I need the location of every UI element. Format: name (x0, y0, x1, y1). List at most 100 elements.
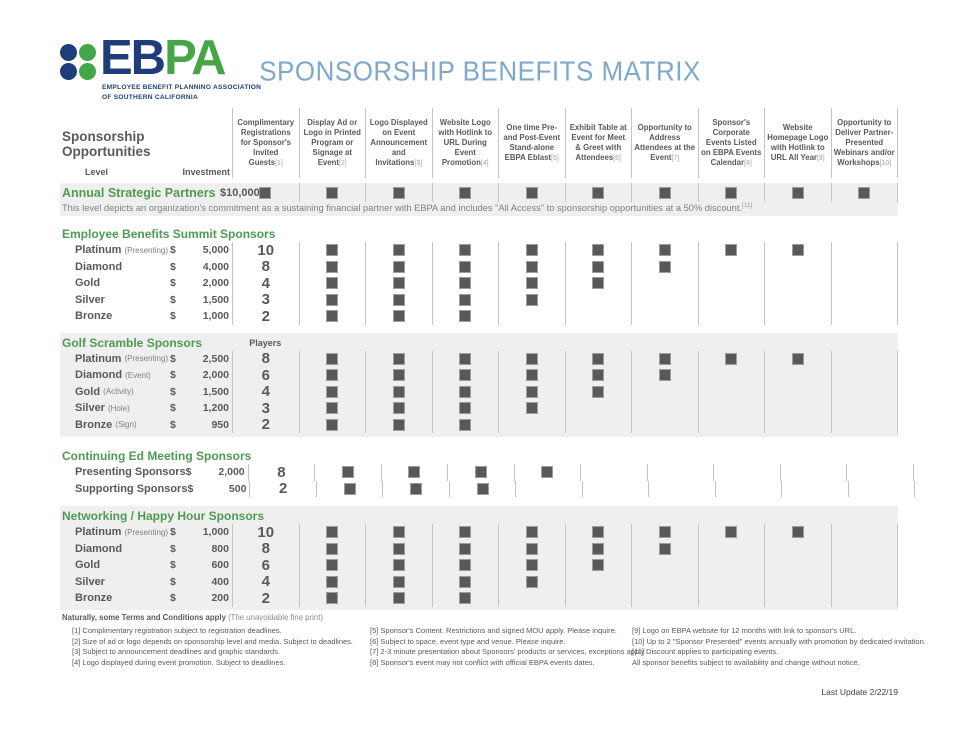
benefit-cell: 3 (232, 291, 299, 308)
check-mark (392, 526, 405, 539)
check-mark (326, 526, 339, 539)
section-header: Golf Scramble Sponsors Players (60, 335, 898, 351)
footnotes-column-2: [5] Sponsor's Content. Restrictions and … (370, 626, 645, 668)
grid-end-line (897, 590, 898, 607)
row-label: Silver $400 (60, 574, 232, 591)
benefit-cell (431, 524, 499, 541)
grid-end-line (912, 464, 914, 481)
level-qualifier: (Event) (125, 370, 151, 380)
benefit-cell (581, 480, 649, 498)
benefit-cell (298, 590, 366, 607)
check-mark (525, 244, 538, 257)
investment-value: $400 (170, 576, 232, 588)
level-qualifier: (Presenting) (124, 245, 169, 255)
check-mark (392, 542, 405, 555)
check-mark (326, 418, 339, 431)
check-mark (658, 352, 671, 365)
benefit-cell (365, 383, 432, 401)
benefit-cell (764, 383, 831, 401)
row-label: Gold $600 (60, 557, 232, 574)
guest-count: 10 (257, 241, 275, 259)
check-mark (392, 277, 405, 290)
benefit-cell (830, 183, 898, 202)
benefit-cell (298, 242, 366, 259)
check-mark (326, 402, 339, 415)
check-mark (326, 260, 339, 273)
investment-label: Investment (182, 167, 230, 177)
benefit-cell (631, 590, 698, 607)
investment-amount: 2,500 (202, 352, 229, 365)
currency-symbol: $ (170, 385, 176, 398)
guest-count: 6 (261, 556, 270, 574)
check-mark (791, 186, 804, 199)
row-label: Bronze $200 (60, 590, 232, 607)
investment-amount: 1,200 (202, 402, 229, 415)
check-mark (525, 385, 538, 398)
benefit-cell (498, 291, 565, 309)
check-mark (392, 260, 405, 273)
sponsor-level-row: Gold (Activity) $1,500 4 (60, 383, 898, 401)
check-mark (658, 186, 671, 199)
currency-symbol: $ (170, 277, 176, 290)
benefit-cell (298, 183, 366, 202)
level-name: Diamond (75, 260, 123, 273)
benefit-cell (779, 464, 847, 481)
check-mark (592, 526, 605, 539)
benefit-cell (697, 275, 765, 292)
footnotes-column-1: [1] Complimentary registration subject t… (72, 626, 353, 668)
currency-symbol: $ (170, 293, 176, 306)
investment-amount: 1,500 (202, 293, 229, 306)
check-mark (592, 369, 605, 382)
check-mark (525, 186, 538, 199)
benefit-cell (498, 242, 565, 259)
sections-host: Employee Benefits Summit Sponsors Platinu… (60, 226, 916, 610)
benefit-cell (298, 367, 366, 384)
check-mark (392, 418, 405, 431)
benefit-cell (365, 183, 432, 202)
check-mark (459, 369, 472, 382)
check-mark (326, 385, 339, 398)
check-mark (326, 559, 339, 572)
benefit-cell (697, 383, 765, 401)
level-qualifier: (Presenting) (124, 527, 169, 537)
check-mark (392, 186, 405, 199)
annual-partner-row: Annual Strategic Partners $10,000 (60, 183, 898, 202)
logo-acronym: EBPA (100, 31, 227, 85)
benefit-cell: 4 (232, 573, 299, 590)
benefit-cell (713, 464, 780, 481)
benefit-cell (764, 258, 831, 276)
check-mark (592, 559, 605, 572)
row-label: Presenting Sponsors $2,000 (60, 464, 248, 481)
check-mark (725, 244, 738, 257)
benefit-cell (631, 367, 698, 384)
matrix-header-row: Sponsorship Opportunities Level Investme… (60, 108, 898, 178)
check-mark (459, 310, 472, 323)
check-mark (408, 466, 421, 479)
check-mark (459, 542, 472, 555)
row-label: Bronze $1,000 (60, 308, 232, 325)
benefit-cell (314, 464, 381, 481)
benefit-cell (564, 291, 632, 309)
annual-partner-note: This level depicts an organization's com… (62, 202, 753, 214)
check-mark (725, 526, 738, 539)
benefit-cell (431, 258, 499, 276)
benefit-cell (764, 275, 831, 292)
footnotes-heading: Naturally, some Terms and Conditions app… (62, 613, 324, 622)
benefit-cell: 8 (232, 540, 299, 557)
check-mark (392, 310, 405, 323)
check-mark (525, 575, 538, 588)
benefit-cell (830, 590, 898, 607)
sponsor-level-row: Presenting Sponsors $2,000 8 (60, 464, 914, 481)
grid-end-line (897, 383, 898, 401)
benefit-cell (830, 383, 898, 401)
benefit-cell (498, 183, 565, 202)
benefit-cell (830, 258, 898, 276)
benefit-cell (498, 308, 565, 325)
benefit-cell (298, 557, 366, 574)
grid-end-line (897, 258, 898, 276)
check-mark (658, 260, 671, 273)
check-mark (459, 575, 472, 588)
benefit-cell (431, 590, 499, 607)
benefit-cell: 3 (232, 400, 299, 417)
last-update: Last Update 2/22/19 (821, 687, 898, 697)
